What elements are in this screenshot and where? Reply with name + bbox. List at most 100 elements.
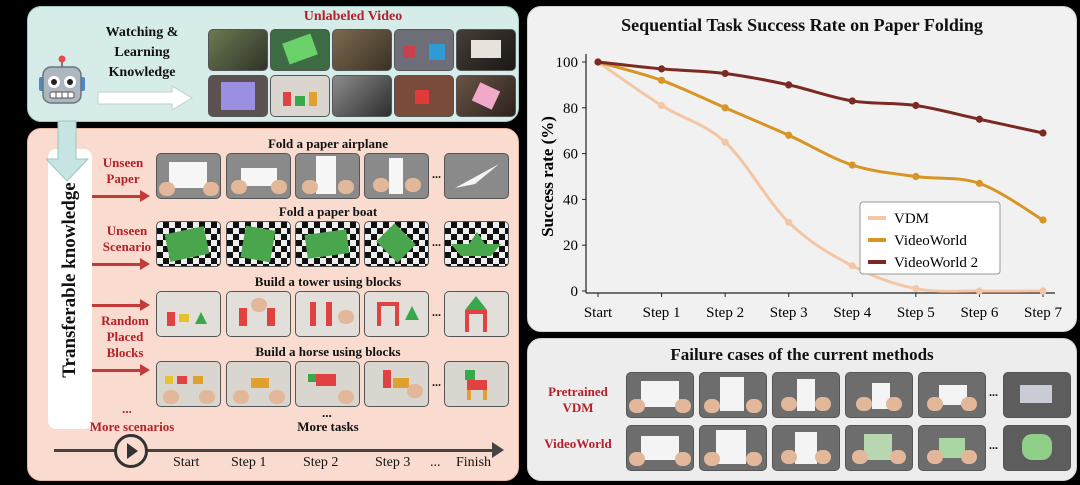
y-tick-label: 40 bbox=[563, 192, 578, 208]
frame-thumbnail bbox=[295, 361, 360, 407]
failure-label-videoworld: VideoWorld bbox=[544, 436, 612, 451]
red-arrow-icon bbox=[92, 190, 150, 202]
video-thumbnail bbox=[394, 29, 454, 71]
play-button[interactable] bbox=[114, 434, 148, 468]
success-rate-line-chart: 0 20 40 60 80 100 Start Step 1 Step 2 Step 3 Step … bbox=[538, 54, 1062, 321]
video-thumbnail bbox=[394, 75, 454, 117]
more-scenarios-label: More scenarios bbox=[89, 419, 175, 434]
data-point bbox=[975, 287, 984, 295]
frame-thumbnail bbox=[226, 153, 291, 199]
data-point bbox=[1039, 216, 1047, 224]
failure-title: Failure cases of the current methods bbox=[670, 345, 934, 364]
timeline-step-1: Step 1 bbox=[231, 455, 267, 470]
x-tick-label: Step 1 bbox=[643, 305, 681, 321]
y-tick-label: 0 bbox=[571, 284, 579, 300]
frame-thumbnail bbox=[156, 361, 221, 407]
task-title-horse: Build a horse using blocks bbox=[255, 344, 401, 359]
learn-arrow-icon bbox=[96, 85, 194, 116]
timeline-arrowhead-icon bbox=[492, 442, 504, 458]
failure-label-pretrained-vdm: Pretrained VDM bbox=[548, 384, 608, 415]
y-tick-label: 100 bbox=[556, 55, 579, 71]
frame-thumbnail bbox=[226, 361, 291, 407]
video-thumbnail bbox=[456, 75, 516, 117]
red-arrow-icon bbox=[92, 364, 150, 376]
failure-frame bbox=[918, 372, 986, 418]
series-line-videoworld bbox=[597, 60, 1044, 222]
y-tick-label: 20 bbox=[563, 238, 578, 254]
frame-thumbnail bbox=[226, 291, 291, 337]
failure-frame bbox=[626, 425, 694, 471]
failure-frame bbox=[845, 425, 913, 471]
failure-panel: Failure cases of the current methods Pre… bbox=[527, 338, 1077, 481]
data-point bbox=[848, 262, 856, 270]
failure-frame bbox=[699, 425, 767, 471]
data-point bbox=[657, 65, 666, 73]
transfer-panel: Transferable knowledge Unseen Paper Unse… bbox=[27, 128, 519, 481]
frame-thumbnail bbox=[156, 153, 221, 199]
legend-label: VideoWorld bbox=[894, 233, 967, 249]
x-tick-label: Step 2 bbox=[706, 305, 744, 321]
timeline-finish: Finish bbox=[456, 455, 492, 470]
task-title-tower: Build a tower using blocks bbox=[254, 274, 402, 289]
scenario-label-unseen-scenario: Unseen Scenario bbox=[102, 223, 152, 254]
chart-legend bbox=[859, 201, 1001, 275]
frame-thumbnail bbox=[444, 153, 509, 199]
frame-thumbnail bbox=[295, 221, 360, 267]
data-point bbox=[912, 101, 920, 110]
data-point bbox=[785, 131, 793, 139]
frame-thumbnail bbox=[295, 153, 360, 199]
failure-frame bbox=[626, 372, 694, 418]
failure-frame bbox=[699, 372, 767, 418]
down-arrow-icon bbox=[44, 119, 92, 188]
video-thumbnail bbox=[332, 75, 392, 117]
x-tick-label: Step 3 bbox=[770, 305, 808, 321]
ellipsis: ... bbox=[432, 235, 441, 249]
data-point bbox=[912, 172, 920, 181]
frame-thumbnail bbox=[295, 291, 360, 337]
x-tick-label: Step 6 bbox=[960, 305, 998, 321]
video-thumbnail bbox=[270, 75, 330, 117]
series-line-vdm bbox=[597, 60, 1044, 293]
timeline-line bbox=[54, 449, 494, 452]
data-point bbox=[594, 58, 602, 66]
more-tasks-label: More tasks bbox=[297, 419, 359, 434]
robot-face-icon bbox=[36, 55, 88, 113]
failure-frame bbox=[772, 372, 840, 418]
task-title-airplane: Fold a paper airplane bbox=[267, 136, 389, 151]
timeline-start: Start bbox=[173, 455, 200, 470]
frame-thumbnail bbox=[364, 153, 429, 199]
data-point bbox=[721, 104, 729, 112]
ellipsis: ... bbox=[432, 375, 441, 389]
more-dots: ... bbox=[122, 401, 132, 416]
frame-thumbnail bbox=[364, 291, 429, 337]
chart-panel: Sequential Task Success Rate on Paper Fo… bbox=[527, 6, 1077, 332]
frame-thumbnail bbox=[444, 291, 509, 337]
red-arrow-icon bbox=[92, 299, 150, 311]
play-icon bbox=[127, 443, 138, 459]
frame-thumbnail bbox=[156, 221, 221, 267]
ellipsis: ... bbox=[322, 405, 332, 420]
ellipsis: ... bbox=[989, 438, 998, 452]
timeline-step-3: Step 3 bbox=[375, 455, 411, 470]
x-tick-label: Step 4 bbox=[833, 305, 871, 321]
x-tick-label: Step 7 bbox=[1024, 305, 1062, 321]
task-title-boat: Fold a paper boat bbox=[278, 204, 378, 219]
data-point bbox=[721, 69, 729, 78]
transferable-knowledge-label: Transferable knowledge bbox=[59, 182, 80, 378]
data-point bbox=[657, 76, 666, 84]
frame-thumbnail bbox=[156, 291, 221, 337]
ellipsis: ... bbox=[432, 305, 441, 319]
failure-frame bbox=[918, 425, 986, 471]
chart-title: Sequential Task Success Rate on Paper Fo… bbox=[621, 15, 983, 35]
x-tick-label: Start bbox=[584, 305, 613, 321]
failure-frame bbox=[1003, 372, 1071, 418]
watching-panel: Watching & Learning Knowledge Unlabeled … bbox=[27, 6, 519, 122]
transferable-knowledge-box: Transferable knowledge bbox=[48, 149, 92, 429]
data-point bbox=[975, 115, 984, 123]
y-axis-label: Success rate (%) bbox=[538, 116, 557, 237]
scenario-label-random-blocks: Random Placed Blocks bbox=[101, 313, 149, 360]
legend-label: VideoWorld 2 bbox=[894, 255, 978, 271]
timeline-step-2: Step 2 bbox=[303, 455, 339, 470]
data-point bbox=[1039, 287, 1047, 295]
frame-thumbnail bbox=[364, 361, 429, 407]
